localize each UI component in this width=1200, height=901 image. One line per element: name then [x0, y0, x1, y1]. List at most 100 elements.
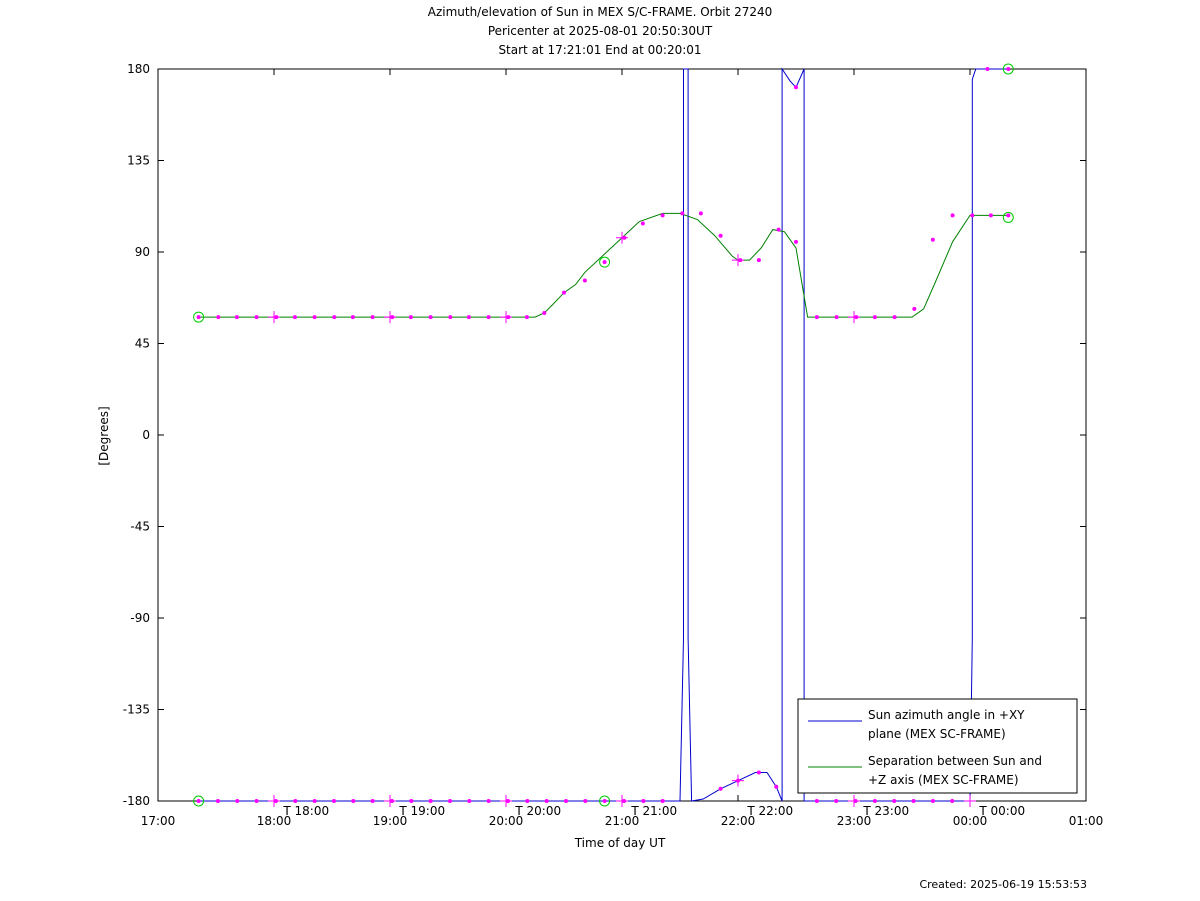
- data-point: [834, 799, 839, 803]
- x-tick-label: 01:00: [1069, 814, 1104, 828]
- data-point: [1006, 213, 1011, 218]
- x-axis-label: Time of day UT: [574, 836, 666, 850]
- legend-label: plane (MEX SC-FRAME): [868, 727, 1006, 741]
- y-tick-label: -45: [130, 520, 150, 534]
- data-point: [467, 799, 472, 803]
- data-point: [583, 799, 588, 803]
- data-point: [196, 315, 201, 320]
- data-point: [448, 315, 453, 320]
- data-point: [486, 315, 491, 320]
- chart-title-line-3: Start at 17:21:01 End at 00:20:01: [498, 43, 702, 57]
- legend-label: Sun azimuth angle in +XY: [868, 708, 1025, 722]
- chart-title-line-2: Pericenter at 2025-08-01 20:50:30UT: [487, 24, 713, 38]
- time-marker-label: T 21:00: [630, 804, 677, 818]
- y-axis-label: [Degrees]: [97, 406, 111, 466]
- y-tick-label: 45: [135, 337, 150, 351]
- data-point: [680, 211, 685, 216]
- legend-label: +Z axis (MEX SC-FRAME): [868, 773, 1019, 787]
- data-point: [930, 237, 935, 242]
- hour-marker: [268, 795, 280, 807]
- data-point: [774, 784, 779, 789]
- data-point: [756, 770, 761, 775]
- data-point: [640, 221, 645, 226]
- data-point: [834, 315, 839, 320]
- data-point: [408, 315, 413, 320]
- data-point: [718, 786, 723, 791]
- time-marker-label: T 22:00: [746, 804, 793, 818]
- data-point: [985, 67, 990, 71]
- y-tick-label: 0: [142, 428, 150, 442]
- data-point: [911, 799, 916, 803]
- data-point: [892, 315, 897, 320]
- data-point: [794, 239, 798, 244]
- data-point: [350, 315, 355, 320]
- data-point: [312, 799, 317, 803]
- y-tick-label: -135: [123, 703, 150, 717]
- data-point: [331, 799, 336, 803]
- data-point: [988, 213, 993, 218]
- y-tick-label: -90: [130, 611, 150, 625]
- start-end-marker: [1002, 211, 1014, 223]
- data-point: [660, 213, 665, 218]
- start-end-marker: [599, 256, 611, 268]
- data-point: [486, 799, 491, 803]
- time-marker-label: T 19:00: [398, 804, 445, 818]
- hour-marker: [268, 311, 280, 324]
- hour-marker: [384, 311, 396, 324]
- data-point: [235, 799, 240, 803]
- hour-marker: [616, 795, 628, 807]
- data-point: [216, 315, 221, 320]
- data-point: [292, 315, 297, 320]
- legend-box: [797, 698, 1078, 794]
- data-point: [776, 227, 781, 232]
- data-point: [814, 799, 819, 803]
- data-point: [428, 799, 433, 803]
- hour-marker: [848, 795, 860, 807]
- data-point: [912, 306, 917, 311]
- hour-marker: [848, 311, 860, 324]
- data-point: [234, 315, 239, 320]
- data-point: [872, 315, 877, 320]
- data-point: [660, 799, 665, 803]
- data-point: [814, 315, 819, 320]
- data-point: [564, 799, 569, 803]
- start-end-marker: [193, 795, 205, 807]
- data-point: [582, 278, 587, 283]
- time-marker-label: T 20:00: [514, 804, 561, 818]
- data-point: [950, 213, 955, 218]
- data-point: [409, 799, 414, 803]
- x-tick-label: 19:00: [373, 814, 408, 828]
- data-point: [254, 315, 259, 320]
- data-point: [215, 799, 220, 803]
- data-point: [970, 213, 975, 218]
- data-point: [447, 799, 452, 803]
- x-tick-label: 23:00: [837, 814, 872, 828]
- x-tick-label: 22:00: [721, 814, 756, 828]
- series-line-azimuth: [198, 67, 1009, 802]
- data-point: [698, 211, 703, 216]
- data-point: [524, 315, 529, 320]
- x-tick-label: 18:00: [257, 814, 292, 828]
- time-marker-label: T 23:00: [862, 804, 909, 818]
- data-point: [466, 315, 471, 320]
- x-tick-label: 17:00: [141, 814, 176, 828]
- time-marker-label: T 00:00: [978, 804, 1025, 818]
- data-point: [641, 799, 646, 803]
- data-point: [254, 799, 259, 803]
- data-point: [756, 258, 761, 263]
- hour-marker: [500, 311, 512, 324]
- data-point: [370, 315, 375, 320]
- data-point: [351, 799, 356, 803]
- data-point: [892, 799, 897, 803]
- data-point: [312, 315, 317, 320]
- data-point: [293, 799, 298, 803]
- data-point: [332, 315, 337, 320]
- start-end-marker: [193, 311, 205, 323]
- hour-marker: [616, 231, 628, 244]
- chart-title-line-1: Azimuth/elevation of Sun in MEX S/C-FRAM…: [427, 5, 773, 19]
- start-end-marker: [599, 795, 611, 807]
- data-point: [718, 233, 723, 238]
- data-point: [544, 799, 549, 803]
- hour-marker: [500, 795, 512, 807]
- hour-marker: [732, 774, 744, 787]
